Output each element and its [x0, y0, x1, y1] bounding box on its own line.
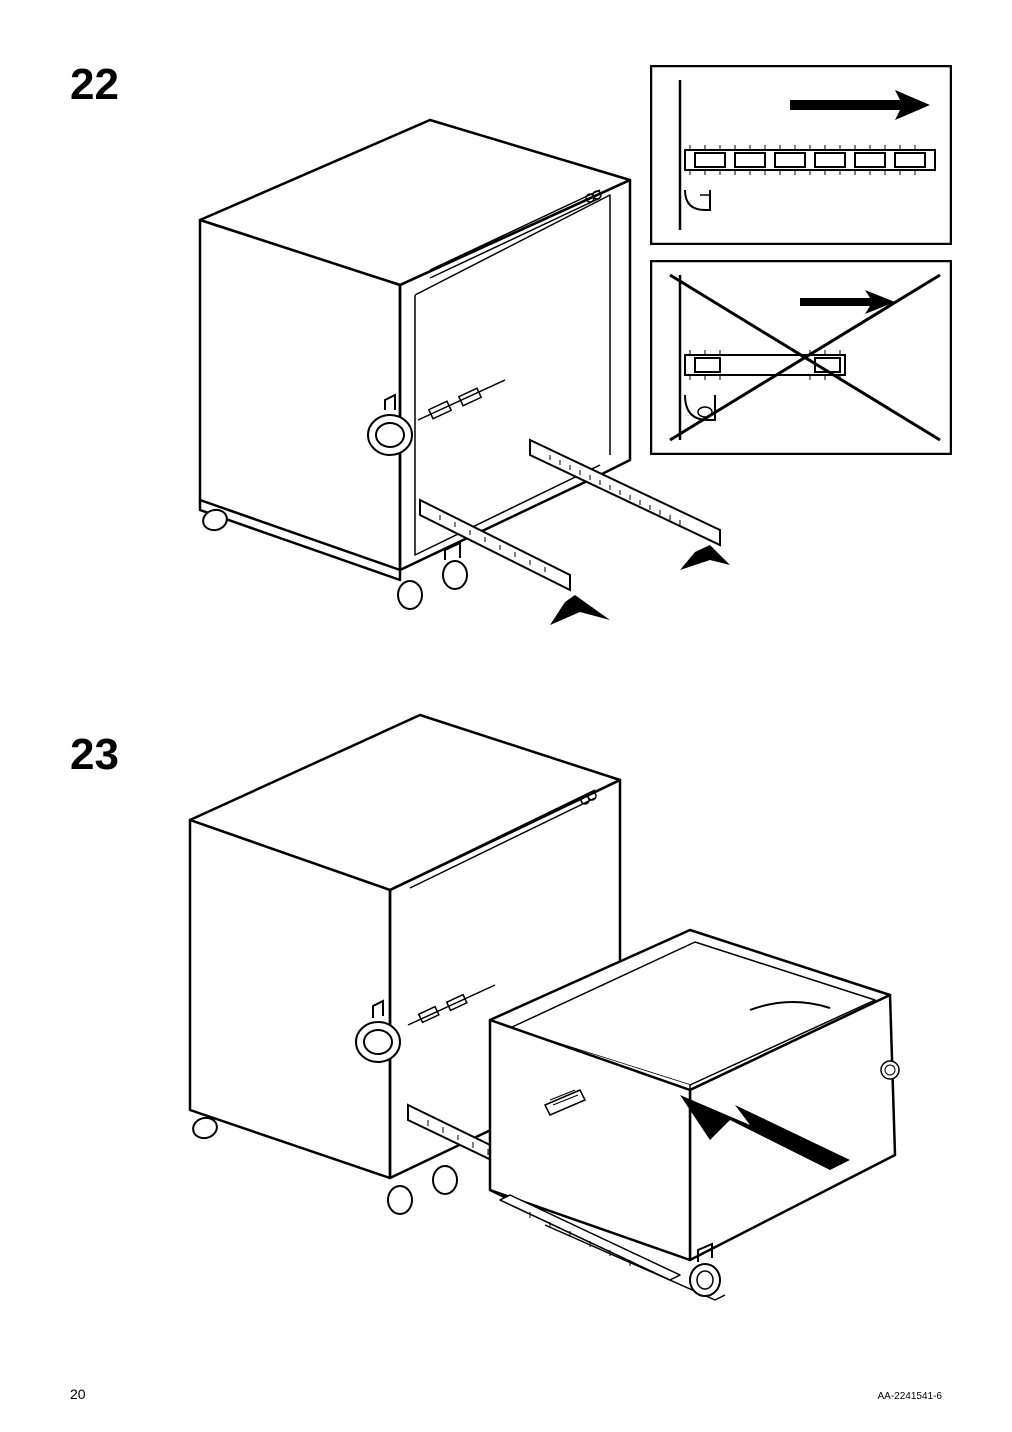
diagram-step-22-inset-incorrect	[650, 260, 952, 455]
step-number-22: 22	[70, 60, 119, 110]
diagram-step-22-inset-correct	[650, 65, 952, 245]
document-id: AA-2241541-6	[878, 1391, 943, 1402]
step-number-23: 23	[70, 730, 119, 780]
page-number: 20	[70, 1386, 86, 1402]
diagram-step-23-main	[150, 700, 950, 1350]
